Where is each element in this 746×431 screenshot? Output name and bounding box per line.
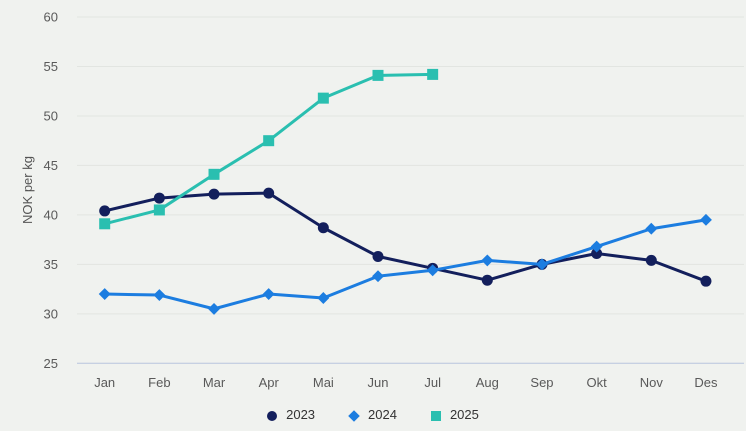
- diamond-marker-icon: [590, 240, 603, 253]
- diamond-marker-icon: [481, 254, 494, 267]
- x-tick-label: Sep: [530, 375, 553, 390]
- y-tick-label: 60: [44, 10, 58, 25]
- y-tick-label: 30: [44, 306, 58, 321]
- diamond-marker-icon: [536, 258, 548, 271]
- diamond-marker-icon: [317, 292, 330, 304]
- legend-item-series-3: 2025: [430, 407, 479, 422]
- circle-marker-icon: [99, 205, 111, 217]
- legend-diamond-marker-icon: [348, 409, 360, 422]
- circle-marker-icon: [208, 188, 220, 200]
- circle-marker-icon: [153, 192, 165, 204]
- y-tick-label: 45: [44, 158, 58, 173]
- x-tick-label: Feb: [148, 375, 170, 390]
- x-tick-label: Jun: [368, 375, 389, 390]
- series-line-2025: [103, 72, 435, 226]
- x-tick-label: Apr: [259, 375, 280, 390]
- circle-marker-icon: [481, 274, 493, 286]
- y-tick-label: 25: [44, 356, 58, 371]
- legend-square-marker-icon: [430, 410, 441, 421]
- square-marker-icon: [99, 218, 111, 230]
- circle-marker-icon: [317, 222, 329, 234]
- circle-marker-icon: [591, 247, 603, 259]
- square-marker-icon: [208, 168, 220, 180]
- square-marker-icon: [317, 92, 329, 104]
- series-line-2023: [103, 191, 708, 283]
- diamond-marker-icon: [153, 289, 166, 301]
- legend-circle-marker-icon: [267, 410, 278, 421]
- legend-item-series-2: 2024: [348, 407, 397, 422]
- square-marker-icon: [153, 204, 165, 216]
- x-tick-label: Aug: [476, 375, 499, 390]
- line-chart: 25 30 35 40 45 50 55 60 Jan Feb Mar Apr Mai Jun Jul Aug…: [44, 10, 744, 390]
- diamond-marker-icon: [262, 288, 275, 300]
- chart-legend: 2023 2024 2025: [0, 407, 746, 431]
- legend-label: 2024: [368, 407, 397, 422]
- diamond-marker-icon: [372, 270, 384, 283]
- square-marker-icon: [372, 69, 384, 81]
- legend-label: 2025: [449, 407, 479, 422]
- diamond-marker-icon: [426, 264, 439, 277]
- x-tick-label: Okt: [587, 375, 608, 390]
- diamond-marker-icon: [645, 222, 658, 235]
- x-tick-label: Nov: [640, 375, 664, 390]
- circle-marker-icon: [645, 254, 657, 266]
- x-tick-label: Mai: [313, 375, 334, 390]
- y-tick-label: 40: [44, 207, 58, 222]
- x-tick-label: Mar: [203, 375, 226, 390]
- y-tick-label: 55: [44, 59, 58, 74]
- square-marker-icon: [263, 135, 275, 147]
- circle-marker-icon: [700, 275, 712, 287]
- y-tick-label: 50: [44, 108, 58, 123]
- circle-marker-icon: [372, 250, 384, 262]
- x-tick-label: Des: [694, 375, 718, 390]
- series-line-2024: [103, 218, 708, 311]
- diamond-marker-icon: [700, 213, 712, 226]
- y-tick-label: 35: [44, 257, 58, 272]
- circle-marker-icon: [263, 187, 275, 199]
- legend-label: 2023: [286, 407, 316, 422]
- x-tick-label: Jul: [424, 375, 441, 390]
- square-marker-icon: [427, 68, 439, 80]
- diamond-marker-icon: [208, 302, 220, 315]
- diamond-marker-icon: [98, 288, 111, 300]
- x-tick-label: Jan: [94, 375, 115, 390]
- line-chart-container: 25 30 35 40 45 50 55 60 Jan Feb Mar Apr Mai Jun Jul Aug…: [20, 10, 744, 422]
- legend-item-series-1: 2023: [267, 407, 315, 422]
- y-axis-title: NOK per kg: [20, 156, 35, 224]
